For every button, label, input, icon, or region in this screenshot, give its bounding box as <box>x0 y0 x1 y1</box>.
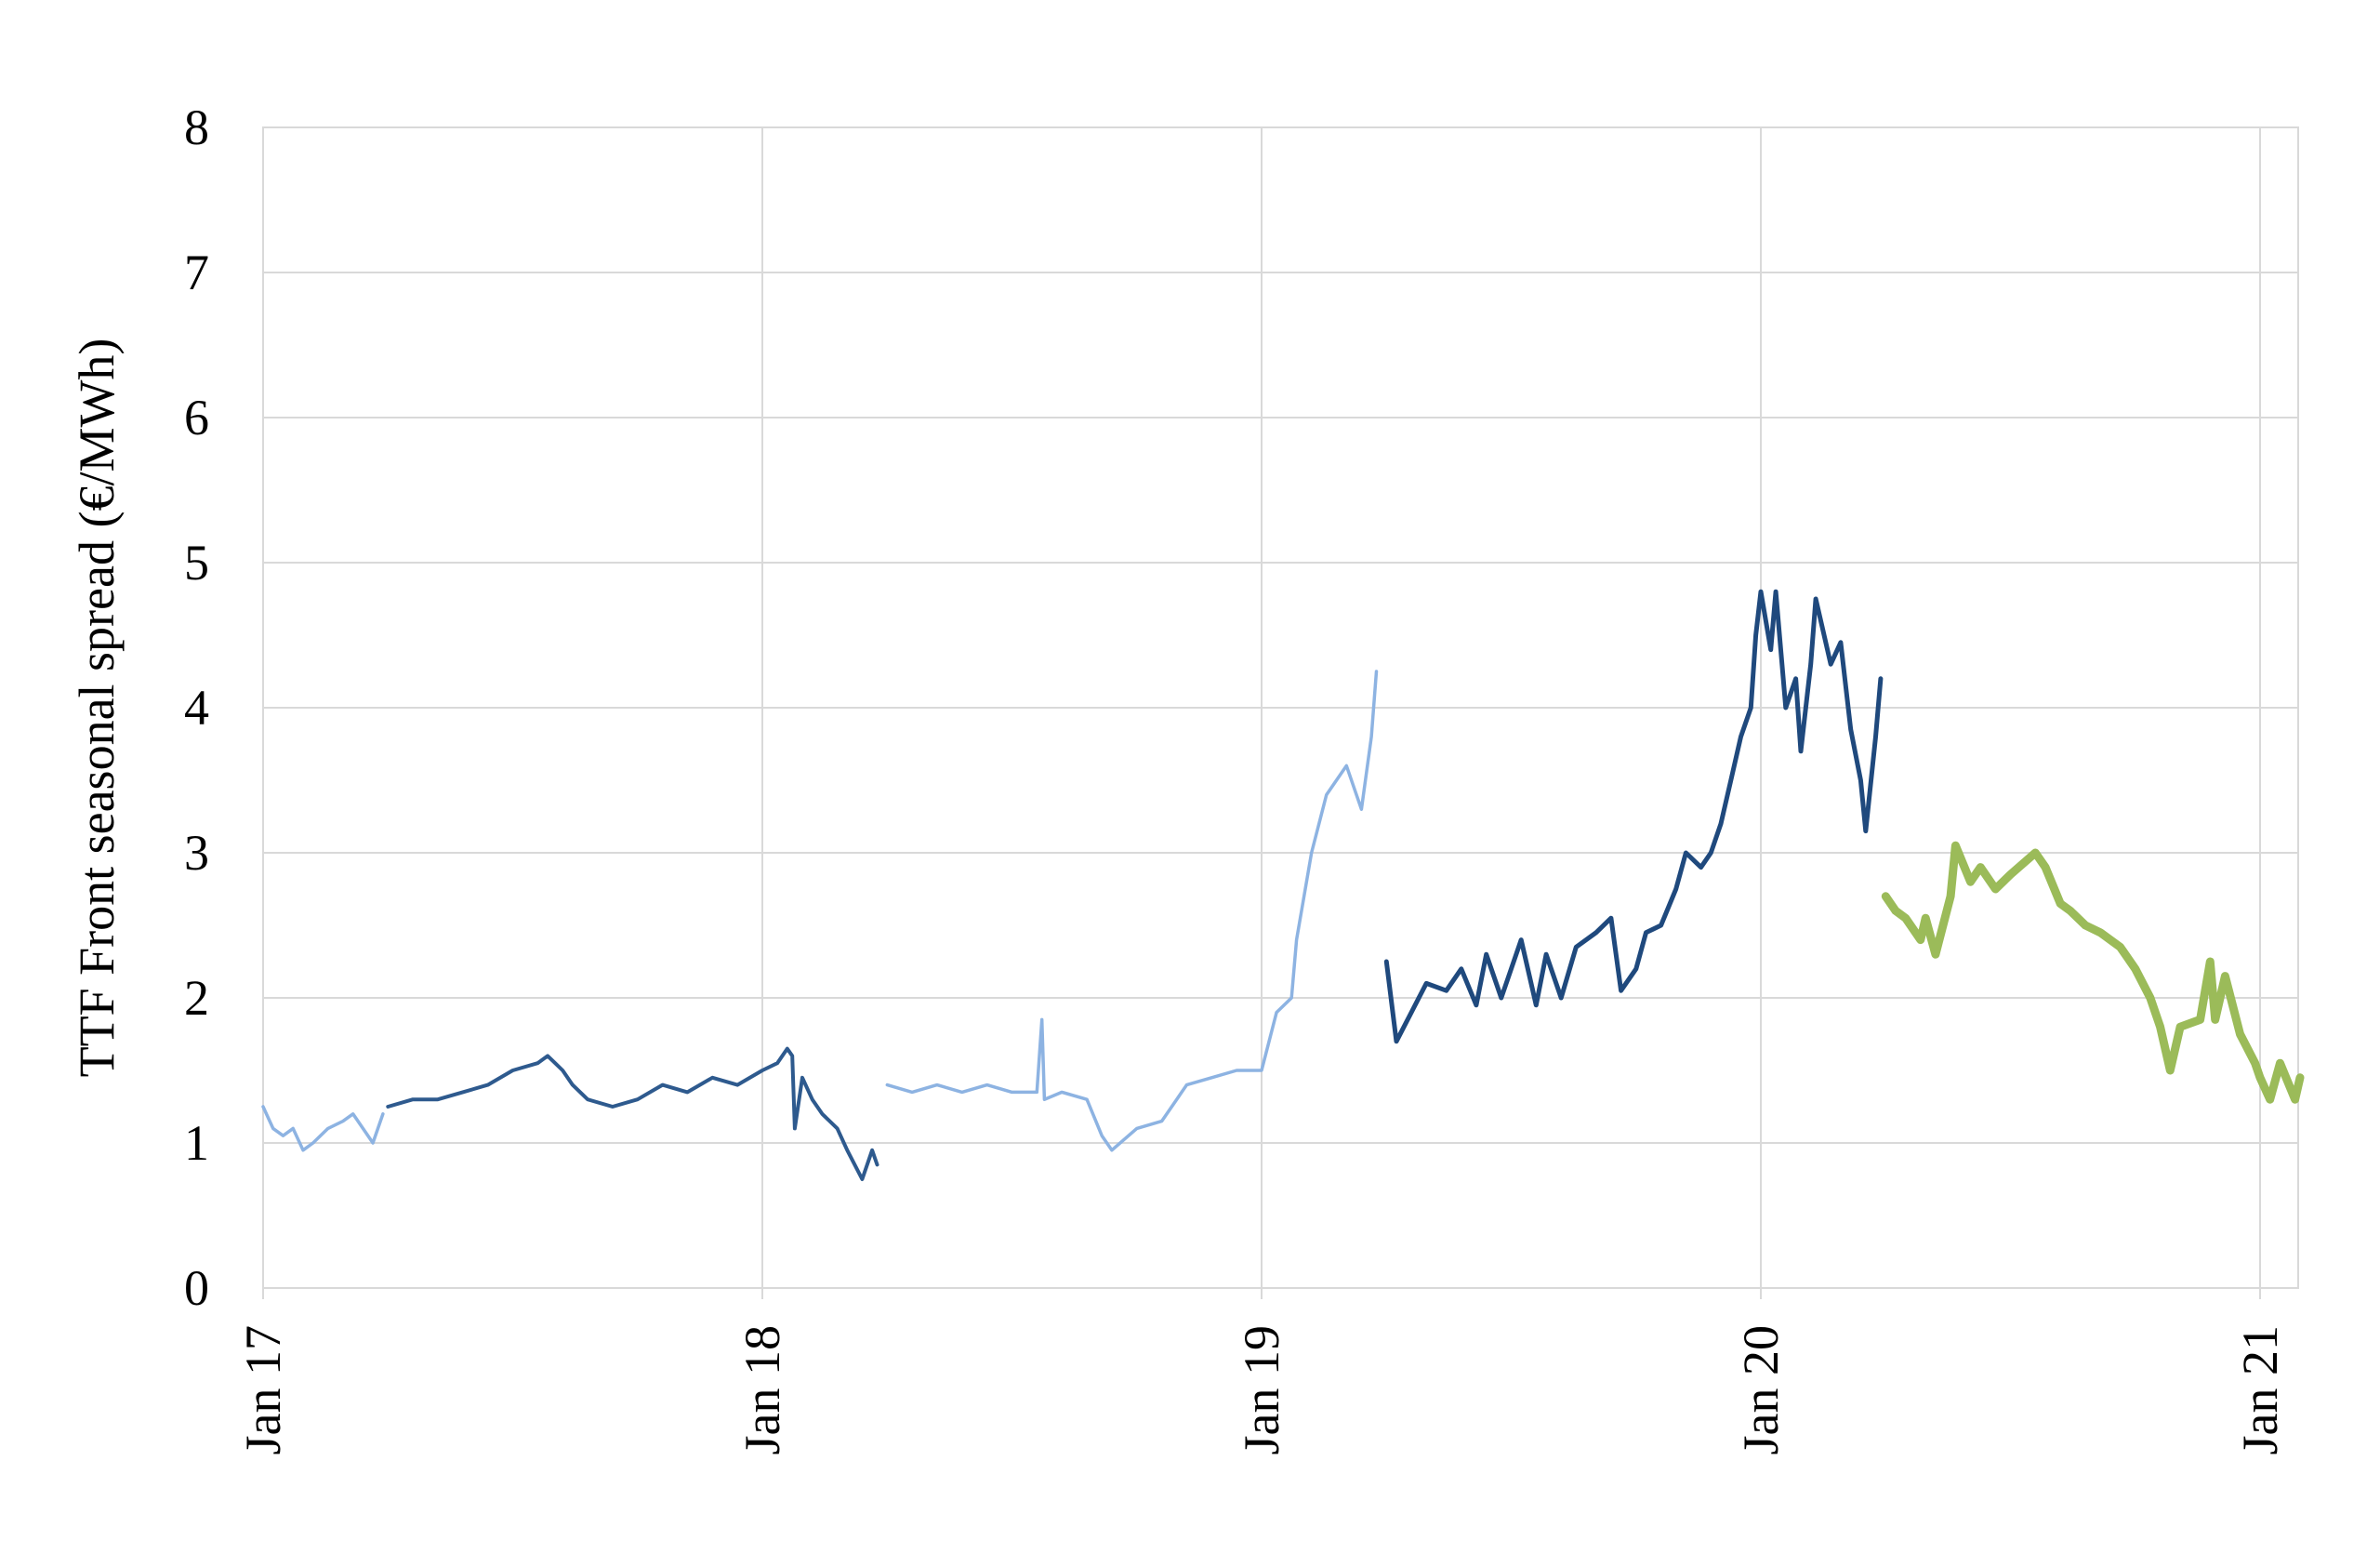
series-line-segment-4 <box>1383 589 1884 1044</box>
y-tick-label: 2 <box>184 970 209 1026</box>
gridlines <box>262 126 2298 1299</box>
plot-area-border <box>262 126 2299 1289</box>
series-lines <box>261 589 2305 1181</box>
x-tick-label: Jan 20 <box>1733 1325 1789 1454</box>
series-line-segment-3 <box>885 670 1379 1152</box>
x-axis-ticks: Jan 17 Jan 18 Jan 19 Jan 20 Jan 21 <box>235 1325 2288 1454</box>
x-tick-label: Jan 19 <box>1234 1325 1289 1454</box>
y-tick-label: 6 <box>184 390 209 445</box>
series-line-segment-5 <box>1881 841 2305 1104</box>
series-line-segment-1 <box>261 1105 385 1152</box>
x-tick-label: Jan 21 <box>2232 1325 2288 1454</box>
y-tick-label: 0 <box>184 1260 209 1316</box>
y-tick-label: 1 <box>184 1115 209 1171</box>
y-tick-label: 3 <box>184 825 209 881</box>
y-axis-label: TTF Front seasonal spread (€/MWh) <box>69 339 125 1078</box>
x-tick-label: Jan 17 <box>235 1325 291 1454</box>
y-tick-label: 5 <box>184 535 209 591</box>
x-tick-label: Jan 18 <box>734 1325 790 1454</box>
y-axis-ticks: 0 1 2 3 4 5 6 7 8 <box>184 100 209 1316</box>
y-tick-label: 4 <box>184 680 209 736</box>
y-tick-label: 7 <box>184 245 209 300</box>
series-line-segment-2 <box>386 1046 879 1181</box>
y-tick-label: 8 <box>184 100 209 155</box>
